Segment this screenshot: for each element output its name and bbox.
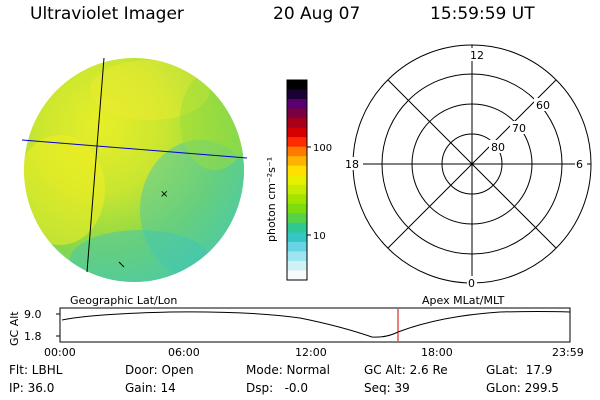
colorbar-segment xyxy=(287,89,307,100)
colorbar-segment xyxy=(287,80,307,91)
colorbar-label: photon cm⁻²s⁻¹ xyxy=(265,157,278,242)
colorbar-segment xyxy=(287,222,307,233)
x-tick-1200: 12:00 xyxy=(295,346,327,359)
colorbar-segment xyxy=(287,184,307,195)
colorbar-segment xyxy=(287,175,307,186)
seq-info: Seq: 39 xyxy=(364,381,410,395)
altitude-chart xyxy=(56,307,571,343)
altitude-axis-label: GC Alt xyxy=(8,311,21,346)
lat-label-70: 70 xyxy=(512,122,526,135)
y-tick-9: 9.0 xyxy=(24,308,42,321)
x-tick-0600: 06:00 xyxy=(168,346,200,359)
colorbar-segment xyxy=(287,108,307,119)
colorbar-segment xyxy=(287,260,307,272)
colorbar-segment xyxy=(287,127,307,138)
polar-plot xyxy=(344,44,592,284)
colorbar-segment xyxy=(287,213,307,224)
colorbar-segment xyxy=(287,194,307,205)
colorbar-tick-100: 100 xyxy=(313,143,332,154)
colorbar-segment xyxy=(287,270,307,281)
latitude-line xyxy=(21,139,248,159)
colorbar-segment xyxy=(287,146,307,157)
x-tick-2359: 23:59 xyxy=(552,346,584,359)
colorbar-segment xyxy=(287,165,307,176)
colorbar-segment xyxy=(287,241,307,253)
colorbar-segment xyxy=(287,251,307,262)
time-label: 15:59:59 UT xyxy=(430,4,535,24)
dsp-info: Dsp: -0.0 xyxy=(246,381,309,395)
lat-label-60: 60 xyxy=(536,99,550,112)
colorbar-segment xyxy=(287,156,307,167)
colorbar-segment xyxy=(287,137,307,148)
instrument-title: Ultraviolet Imager xyxy=(30,4,184,24)
colorbar-segment xyxy=(287,118,307,129)
colorbar-segment xyxy=(287,232,307,243)
colorbar-segment xyxy=(287,203,307,214)
mlt-label-18: 18 xyxy=(345,158,359,171)
gain-info: Gain: 14 xyxy=(125,381,176,395)
mlt-label-12: 12 xyxy=(470,49,484,62)
door-info: Door: Open xyxy=(125,363,194,377)
mlt-label-0: 0 xyxy=(468,277,475,290)
y-tick-1.8: 1.8 xyxy=(24,330,42,343)
colorbar-segment xyxy=(287,99,307,110)
geo-latlon-label: Geographic Lat/Lon xyxy=(70,294,177,307)
date-label: 20 Aug 07 xyxy=(273,4,361,24)
glon-info: GLon: 299.5 xyxy=(486,381,559,395)
colorbar xyxy=(286,79,308,281)
gcalt-info: GC Alt: 2.6 Re xyxy=(364,363,448,377)
x-tick-1800: 18:00 xyxy=(421,346,453,359)
subsolar-marker-icon: ⨯ xyxy=(160,189,168,200)
apex-mlat-label: Apex MLat/MLT xyxy=(422,294,505,307)
x-tick-0000: 00:00 xyxy=(44,346,76,359)
colorbar-tick-10: 10 xyxy=(313,231,326,242)
mode-info: Mode: Normal xyxy=(246,363,330,377)
colorbar-border xyxy=(286,79,308,281)
flt-info: Flt: LBHL xyxy=(9,363,63,377)
mlt-label-6: 6 xyxy=(576,158,583,171)
glat-info: GLat: 17.9 xyxy=(486,363,553,377)
lat-label-80: 80 xyxy=(491,141,505,154)
altitude-curve xyxy=(61,311,571,338)
longitude-line xyxy=(86,57,105,273)
ip-info: IP: 36.0 xyxy=(9,381,55,395)
uv-image-disk: ⨯ xyxy=(21,57,248,282)
